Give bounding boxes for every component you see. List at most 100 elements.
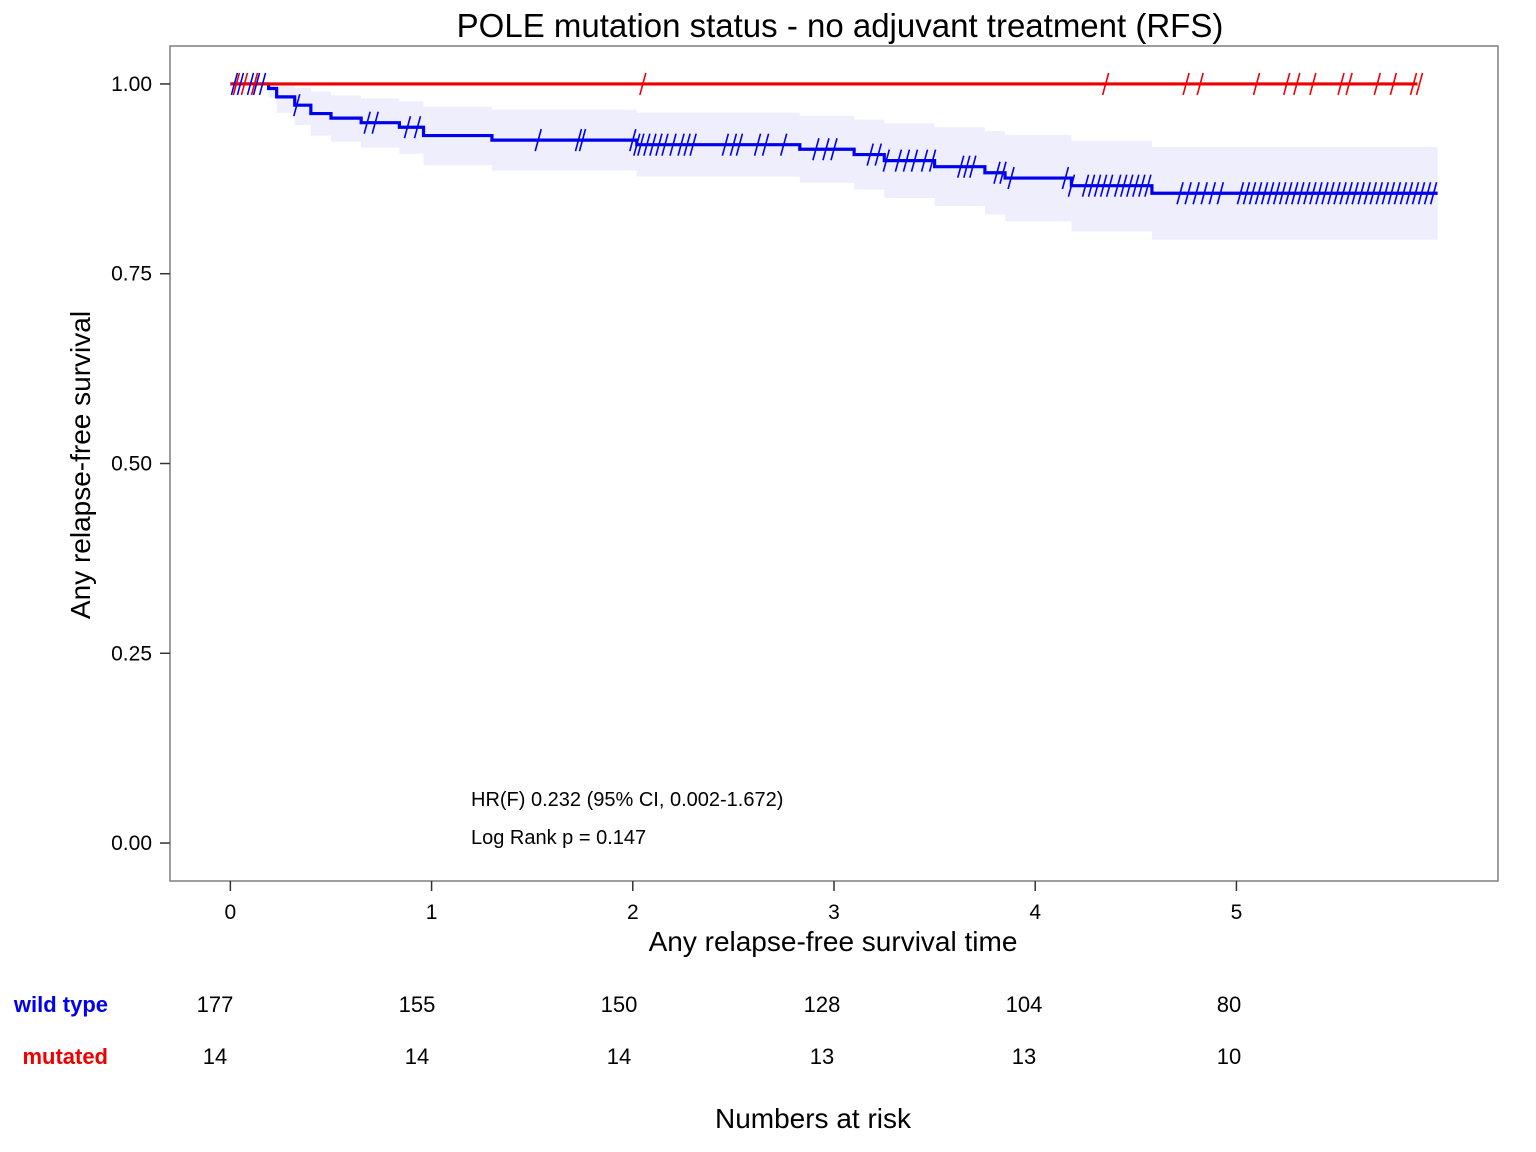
censor-mark-1-3 bbox=[639, 72, 647, 96]
y-tick-label-0: 0.00 bbox=[111, 832, 152, 855]
censor-mark-0-11 bbox=[574, 128, 583, 152]
censor-mark-0-88 bbox=[1369, 182, 1378, 205]
x-axis: 0 1 2 3 4 5 bbox=[225, 881, 1243, 924]
censor-mark-0-21 bbox=[677, 133, 685, 156]
censor-mark-0-70 bbox=[1260, 182, 1269, 205]
censor-mark-1-6 bbox=[1196, 72, 1204, 96]
censor-mark-1-12 bbox=[1345, 72, 1353, 96]
censor-mark-0-71 bbox=[1266, 182, 1275, 205]
censor-mark-1-14 bbox=[1389, 72, 1398, 96]
censor-mark-0-28 bbox=[761, 133, 770, 156]
censor-mark-0-72 bbox=[1272, 182, 1281, 205]
censor-mark-0-65 bbox=[1216, 182, 1225, 205]
censor-mark-0-26 bbox=[735, 133, 744, 156]
censor-mark-0-10 bbox=[534, 128, 542, 152]
censor-mark-0-29 bbox=[779, 133, 788, 156]
censor-mark-0-85 bbox=[1351, 182, 1359, 205]
censor-mark-1-4 bbox=[1101, 72, 1110, 96]
censor-mark-0-24 bbox=[721, 133, 730, 156]
censor-mark-0-95 bbox=[1411, 182, 1420, 205]
x-tick-label-3: 3 bbox=[828, 901, 840, 924]
censor-mark-0-45 bbox=[999, 161, 1007, 184]
censor-mark-0-0 bbox=[230, 72, 239, 96]
censor-mark-1-8 bbox=[1282, 72, 1291, 96]
censor-mark-0-9 bbox=[413, 116, 422, 139]
censor-mark-1-2 bbox=[250, 72, 259, 96]
y-tick-label-1: 0.25 bbox=[111, 642, 152, 665]
risk-row-label-1: mutated bbox=[22, 1044, 108, 1069]
risk-value-0-2: 150 bbox=[601, 992, 638, 1017]
censor-mark-1-16 bbox=[1415, 72, 1424, 96]
chart-title: POLE mutation status - no adjuvant treat… bbox=[457, 7, 1224, 44]
censor-mark-0-97 bbox=[1423, 182, 1432, 205]
censor-mark-0-41 bbox=[956, 155, 965, 178]
risk-value-1-5: 10 bbox=[1217, 1044, 1241, 1069]
censor-mark-0-13 bbox=[629, 128, 637, 152]
censor-mark-0-82 bbox=[1333, 182, 1341, 205]
censor-mark-1-13 bbox=[1373, 72, 1382, 96]
censor-mark-0-1 bbox=[236, 72, 245, 96]
x-tick-label-5: 5 bbox=[1231, 901, 1243, 924]
censor-mark-0-27 bbox=[753, 133, 762, 156]
logrank-annotation: Log Rank p = 0.147 bbox=[471, 827, 646, 849]
censor-mark-1-11 bbox=[1337, 72, 1345, 96]
censor-mark-0-33 bbox=[866, 143, 874, 166]
censor-mark-0-91 bbox=[1387, 182, 1396, 205]
censor-mark-0-18 bbox=[655, 133, 663, 156]
censor-mark-0-14 bbox=[633, 133, 641, 156]
censor-mark-0-93 bbox=[1399, 182, 1408, 205]
censor-mark-0-16 bbox=[643, 133, 651, 156]
y-tick-label-4: 1.00 bbox=[111, 73, 152, 96]
censor-mark-0-19 bbox=[661, 133, 669, 156]
censor-mark-0-52 bbox=[1099, 174, 1108, 197]
censor-mark-0-90 bbox=[1381, 182, 1390, 205]
x-tick-label-2: 2 bbox=[627, 901, 639, 924]
censor-mark-0-23 bbox=[689, 133, 697, 156]
censor-mark-0-86 bbox=[1357, 182, 1365, 205]
risk-value-1-4: 13 bbox=[1012, 1044, 1036, 1069]
censor-mark-0-46 bbox=[1007, 166, 1015, 190]
censor-mark-0-36 bbox=[894, 149, 903, 172]
censor-mark-1-1 bbox=[240, 72, 249, 96]
risk-value-0-4: 104 bbox=[1006, 992, 1043, 1017]
x-tick-label-0: 0 bbox=[225, 901, 237, 924]
censor-marks-layer bbox=[230, 72, 1438, 205]
censor-mark-0-78 bbox=[1309, 182, 1317, 205]
risk-value-0-5: 80 bbox=[1217, 992, 1241, 1017]
censor-mark-0-15 bbox=[637, 133, 645, 156]
censor-mark-0-89 bbox=[1375, 182, 1384, 205]
censor-mark-0-98 bbox=[1429, 182, 1438, 205]
censor-mark-0-68 bbox=[1248, 182, 1257, 205]
censor-mark-0-4 bbox=[258, 72, 267, 96]
censor-mark-0-94 bbox=[1405, 182, 1414, 205]
censor-mark-0-54 bbox=[1113, 174, 1122, 197]
censor-mark-0-79 bbox=[1315, 182, 1323, 205]
y-tick-label-2: 0.50 bbox=[111, 453, 152, 476]
risk-value-0-1: 155 bbox=[399, 992, 436, 1017]
censor-mark-0-61 bbox=[1184, 182, 1192, 205]
censor-mark-0-31 bbox=[822, 138, 830, 161]
censor-mark-0-59 bbox=[1144, 174, 1152, 197]
censor-mark-0-75 bbox=[1291, 182, 1299, 205]
censor-mark-0-64 bbox=[1208, 182, 1217, 205]
censor-mark-0-51 bbox=[1093, 174, 1102, 197]
censor-mark-1-5 bbox=[1182, 72, 1190, 96]
censor-mark-0-32 bbox=[830, 138, 838, 161]
risk-table: wild type 177 155 150 128 104 80 mutated 14 14 14 1… bbox=[13, 992, 1241, 1069]
censor-mark-0-55 bbox=[1119, 174, 1128, 197]
censor-mark-0-2 bbox=[246, 72, 255, 96]
ci-band-0 bbox=[230, 83, 1438, 240]
censor-mark-0-47 bbox=[1061, 166, 1070, 190]
censor-mark-0-57 bbox=[1132, 174, 1140, 197]
censor-mark-0-49 bbox=[1081, 174, 1090, 197]
censor-mark-0-48 bbox=[1067, 174, 1076, 197]
censor-mark-1-9 bbox=[1293, 72, 1301, 96]
censor-mark-0-67 bbox=[1242, 182, 1251, 205]
risk-value-1-2: 14 bbox=[607, 1044, 631, 1069]
censor-mark-0-66 bbox=[1236, 182, 1245, 205]
censor-mark-0-60 bbox=[1176, 182, 1184, 205]
risk-value-1-3: 13 bbox=[810, 1044, 834, 1069]
censor-mark-0-37 bbox=[902, 149, 911, 172]
censor-mark-0-43 bbox=[969, 155, 977, 178]
